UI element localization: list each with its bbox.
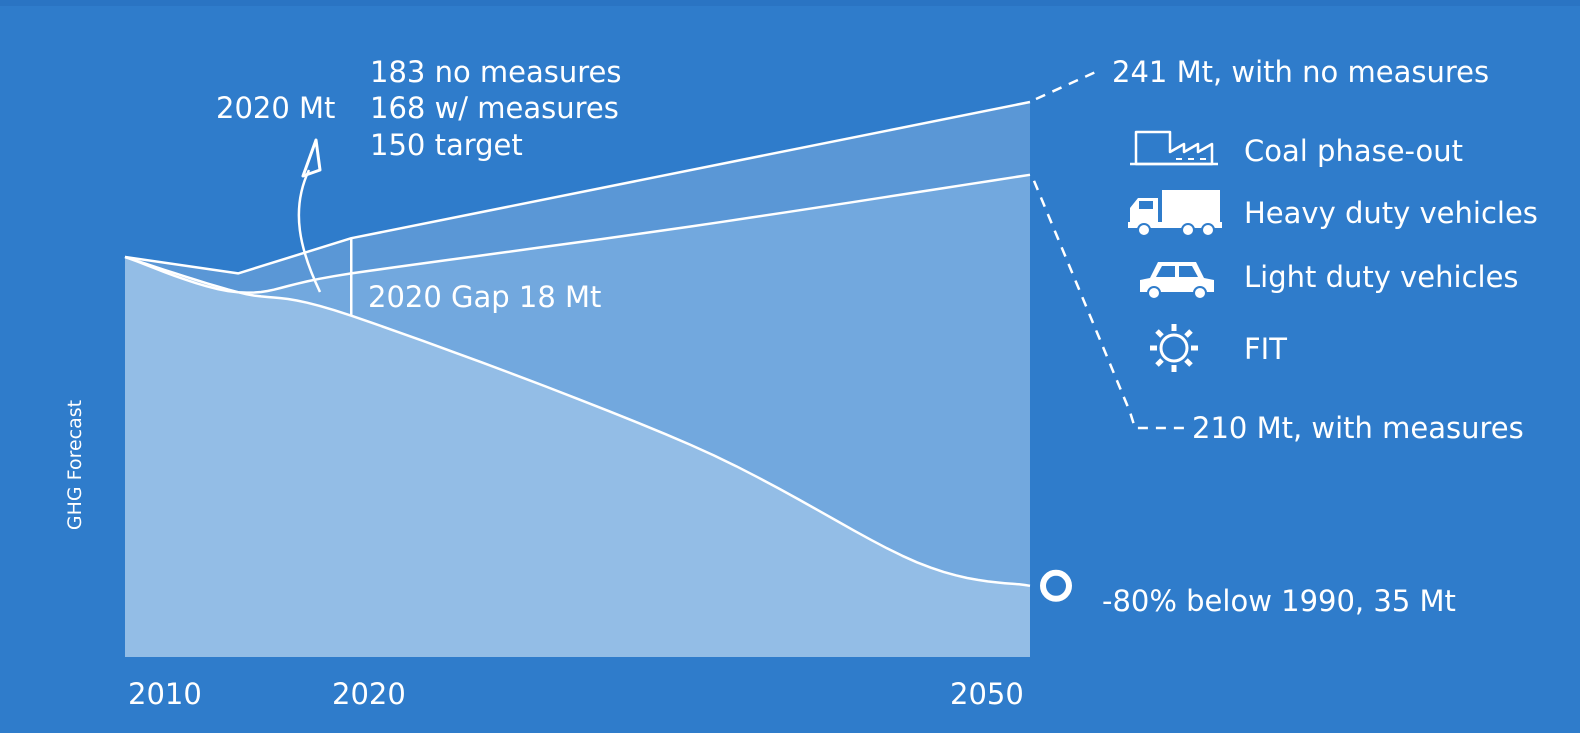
- annotation-2020-mt: 2020 Mt: [216, 91, 336, 125]
- car-icon: [1140, 262, 1214, 300]
- annotation-183-no-measures: 183 no measures: [370, 55, 622, 89]
- y-axis-label: GHG Forecast: [64, 399, 86, 531]
- legend-label: Heavy duty vehicles: [1244, 196, 1538, 230]
- series-line-no-measures: [124, 100, 1031, 275]
- annotation-arrowhead: [301, 138, 322, 178]
- area-target: [125, 257, 1030, 657]
- end-label-target: -80% below 1990, 35 Mt: [1102, 584, 1456, 618]
- x-tick-2010: 2010: [128, 677, 202, 711]
- top-strip: [0, 0, 1580, 6]
- legend-label: FIT: [1244, 332, 1287, 366]
- annotation-150-target: 150 target: [370, 128, 523, 162]
- annotation-168-with-measures: 168 w/ measures: [370, 91, 619, 125]
- x-tick-2020: 2020: [332, 677, 406, 711]
- series-line-target: [124, 255, 1031, 588]
- end-label-with-measures: 210 Mt, with measures: [1192, 411, 1524, 445]
- target-endpoint-circle: [1040, 569, 1072, 602]
- legend-label: Light duty vehicles: [1244, 260, 1519, 294]
- end-label-no-measures: 241 Mt, with no measures: [1112, 55, 1490, 89]
- gap-label: 2020 Gap 18 Mt: [368, 280, 602, 314]
- leader-no-measures: [1035, 68, 1101, 101]
- factory-icon: [1130, 130, 1218, 166]
- sun-icon: [1150, 324, 1198, 372]
- leader-with-measures: [1032, 180, 1185, 430]
- truck-icon: [1128, 190, 1222, 237]
- annotation-arrow: [297, 169, 322, 293]
- legend-label: Coal phase-out: [1244, 134, 1464, 168]
- x-tick-2050: 2050: [950, 677, 1024, 711]
